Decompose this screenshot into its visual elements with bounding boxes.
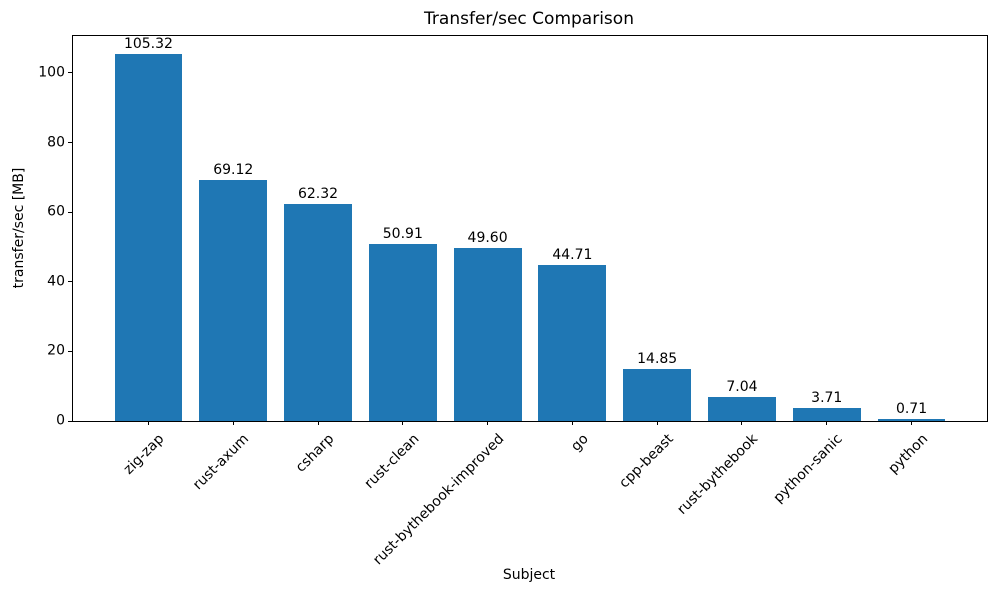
bar-value-label: 69.12: [213, 162, 254, 179]
x-tick-label: python-sanic: [770, 431, 847, 507]
x-axis-label: Subject: [502, 567, 556, 583]
y-tick-label: 0: [56, 412, 65, 429]
x-tick-mark: [487, 421, 489, 425]
y-tick-label: 60: [47, 203, 65, 220]
bar-value-label: 44.71: [552, 247, 593, 264]
x-tick-mark: [402, 421, 404, 425]
bar-value-label: 50.91: [382, 225, 423, 242]
bar-value-label: 7.04: [726, 378, 758, 395]
bar-value-label: 62.32: [297, 186, 339, 203]
y-tick-label: 80: [47, 134, 65, 151]
chart-title: Transfer/sec Comparison: [424, 9, 634, 29]
y-tick-mark: [68, 211, 72, 213]
x-tick-label: zig-zap: [121, 431, 168, 478]
bar: [199, 180, 268, 421]
x-tick-label: rust-axum: [190, 431, 253, 494]
x-tick-label: python: [884, 431, 931, 477]
y-tick-mark: [68, 350, 72, 352]
bar-value-label: 14.85: [637, 351, 678, 368]
y-tick-label: 100: [38, 64, 65, 81]
x-tick-label: rust-clean: [361, 431, 423, 492]
bar: [792, 408, 861, 421]
x-tick-label: rust-bythebook: [674, 431, 762, 518]
y-tick-mark: [68, 281, 72, 283]
y-tick-label: 20: [47, 342, 65, 359]
bar: [708, 396, 776, 421]
bar-value-label: 49.60: [467, 230, 508, 247]
bar: [284, 204, 352, 421]
bar: [623, 369, 692, 421]
bar-value-label: 0.71: [895, 400, 928, 417]
bar: [538, 265, 607, 421]
plot-area: 0 20 40 60 80 100 105.32 zig-zap 69.12 rust-axum 6…: [38, 35, 988, 568]
y-tick-mark: [68, 72, 72, 74]
y-axis-label: transfer/sec [MB]: [11, 167, 27, 289]
x-tick-mark: [317, 421, 319, 425]
x-tick-mark: [232, 421, 234, 425]
x-tick-label: csharp: [292, 431, 338, 476]
y-tick-label: 40: [47, 273, 65, 290]
x-tick-mark: [911, 421, 913, 425]
x-tick-label: cpp-beast: [616, 431, 677, 492]
x-tick-mark: [741, 421, 743, 425]
y-tick-mark: [68, 420, 72, 422]
bar: [877, 418, 946, 421]
bar-value-label: 3.71: [811, 390, 843, 407]
bar: [368, 243, 437, 421]
x-tick-mark: [147, 421, 149, 425]
x-tick-mark: [571, 421, 573, 425]
x-tick-mark: [826, 421, 828, 425]
bar: [453, 248, 522, 421]
bar-value-label: 105.32: [123, 36, 173, 53]
x-tick-mark: [656, 421, 658, 425]
bar: [114, 54, 183, 421]
x-tick-label: go: [568, 431, 592, 455]
y-tick-mark: [68, 142, 72, 144]
